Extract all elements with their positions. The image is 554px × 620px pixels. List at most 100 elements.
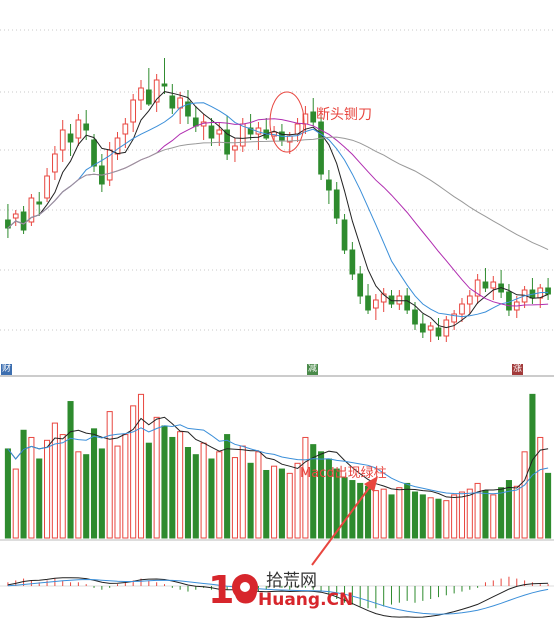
candle-body (169, 95, 176, 109)
volume-bar (184, 447, 192, 539)
volume-bar (36, 458, 43, 539)
candle-body (114, 137, 121, 155)
candle-body (404, 295, 411, 311)
volume-bar (200, 442, 207, 539)
volume-bar (333, 468, 340, 539)
volume-bar (404, 482, 411, 539)
volume-bar (278, 468, 285, 539)
candle-body (75, 119, 82, 139)
volume-bar (247, 462, 254, 539)
event-marker-cai[interactable]: 财 (1, 364, 12, 375)
candle-body (388, 295, 395, 305)
volume-bar (224, 434, 231, 539)
volume-bar (83, 454, 90, 539)
arrow-head-icon (364, 476, 378, 492)
candle-body (341, 219, 348, 251)
candle-body (232, 145, 238, 151)
volume-bar (130, 405, 137, 539)
volume-bar (114, 445, 121, 539)
candle-body (216, 129, 223, 135)
volume-bar (51, 422, 58, 539)
candle-body (396, 295, 403, 305)
volume-bar (98, 448, 105, 539)
candle-body (145, 89, 152, 105)
volume-bar (286, 472, 293, 539)
ma-line-ma5 (7, 91, 549, 329)
volume-bar (490, 494, 497, 539)
volume-bar (443, 500, 450, 539)
volume-bar (12, 468, 19, 539)
macd-annotation: Macd出现绿柱 (300, 466, 387, 481)
candle-body (130, 99, 137, 123)
candle-body (466, 295, 473, 305)
candle-body (185, 101, 191, 117)
volume-bar (161, 425, 168, 539)
candle-body (545, 287, 551, 295)
candle-body (247, 127, 254, 135)
candle-body (490, 281, 497, 289)
candle-body (318, 121, 324, 175)
candle-body (153, 79, 160, 103)
candle-body (36, 201, 43, 205)
volume-bar (20, 429, 27, 539)
macd-signal-line (7, 578, 549, 615)
volume-ma-line (7, 416, 549, 499)
volume-bar (388, 494, 395, 539)
volume-bar (419, 494, 426, 539)
ma-line-ma10 (7, 102, 549, 318)
ma-line-ma60 (7, 136, 549, 251)
candle-body (373, 299, 379, 309)
candle-body (138, 87, 144, 101)
candle-body (122, 123, 129, 135)
volume-bar (59, 434, 66, 539)
candle-body (83, 123, 90, 131)
volume-bar (28, 436, 35, 539)
volume-bar (451, 494, 458, 539)
volume-bar (482, 490, 489, 539)
volume-bar (169, 436, 176, 539)
candle-body (20, 211, 27, 231)
volume-bar (122, 434, 129, 539)
breakdown-highlight-ellipse (269, 91, 305, 153)
volume-bar (537, 436, 544, 539)
volume-bar (192, 454, 199, 539)
logo-cn-text: 拾荒网 (266, 571, 317, 591)
volume-bar (216, 451, 223, 539)
volume-bar (231, 457, 238, 539)
candle-body (435, 327, 442, 337)
watermark-logo: 10 拾荒网 Huang.CN (208, 566, 353, 616)
event-marker-jian[interactable]: 减 (307, 364, 318, 375)
volume-bar (357, 482, 364, 539)
candle-body (28, 197, 35, 223)
candle-body (52, 153, 58, 173)
volume-bar (341, 477, 348, 539)
volume-bar (411, 491, 419, 539)
volume-bar (529, 393, 536, 539)
volume-bar (302, 436, 309, 539)
candle-body (12, 213, 19, 219)
volume-bar (67, 401, 74, 539)
event-marker-zhang[interactable]: 涨 (512, 364, 523, 375)
volume-bar (4, 448, 11, 539)
volume-bar (177, 431, 184, 539)
candle-body (482, 281, 489, 289)
volume-bar (263, 469, 270, 539)
volume-bar (521, 451, 528, 539)
volume-bar (208, 458, 215, 539)
volume-bar (466, 488, 473, 539)
volume-bar (255, 451, 262, 539)
volume-bar (75, 451, 82, 539)
cut-annotation: 断头铡刀 (316, 107, 372, 123)
candle-body (67, 133, 74, 143)
candle-body (208, 125, 215, 139)
volume-bar (396, 487, 403, 539)
candle-body (419, 323, 426, 333)
volume-bar (545, 472, 552, 539)
volume-bar (153, 416, 160, 539)
volume-bar (310, 444, 317, 539)
candle-body (161, 83, 168, 87)
macd-signal-line (7, 577, 549, 618)
volume-bar (294, 462, 301, 539)
